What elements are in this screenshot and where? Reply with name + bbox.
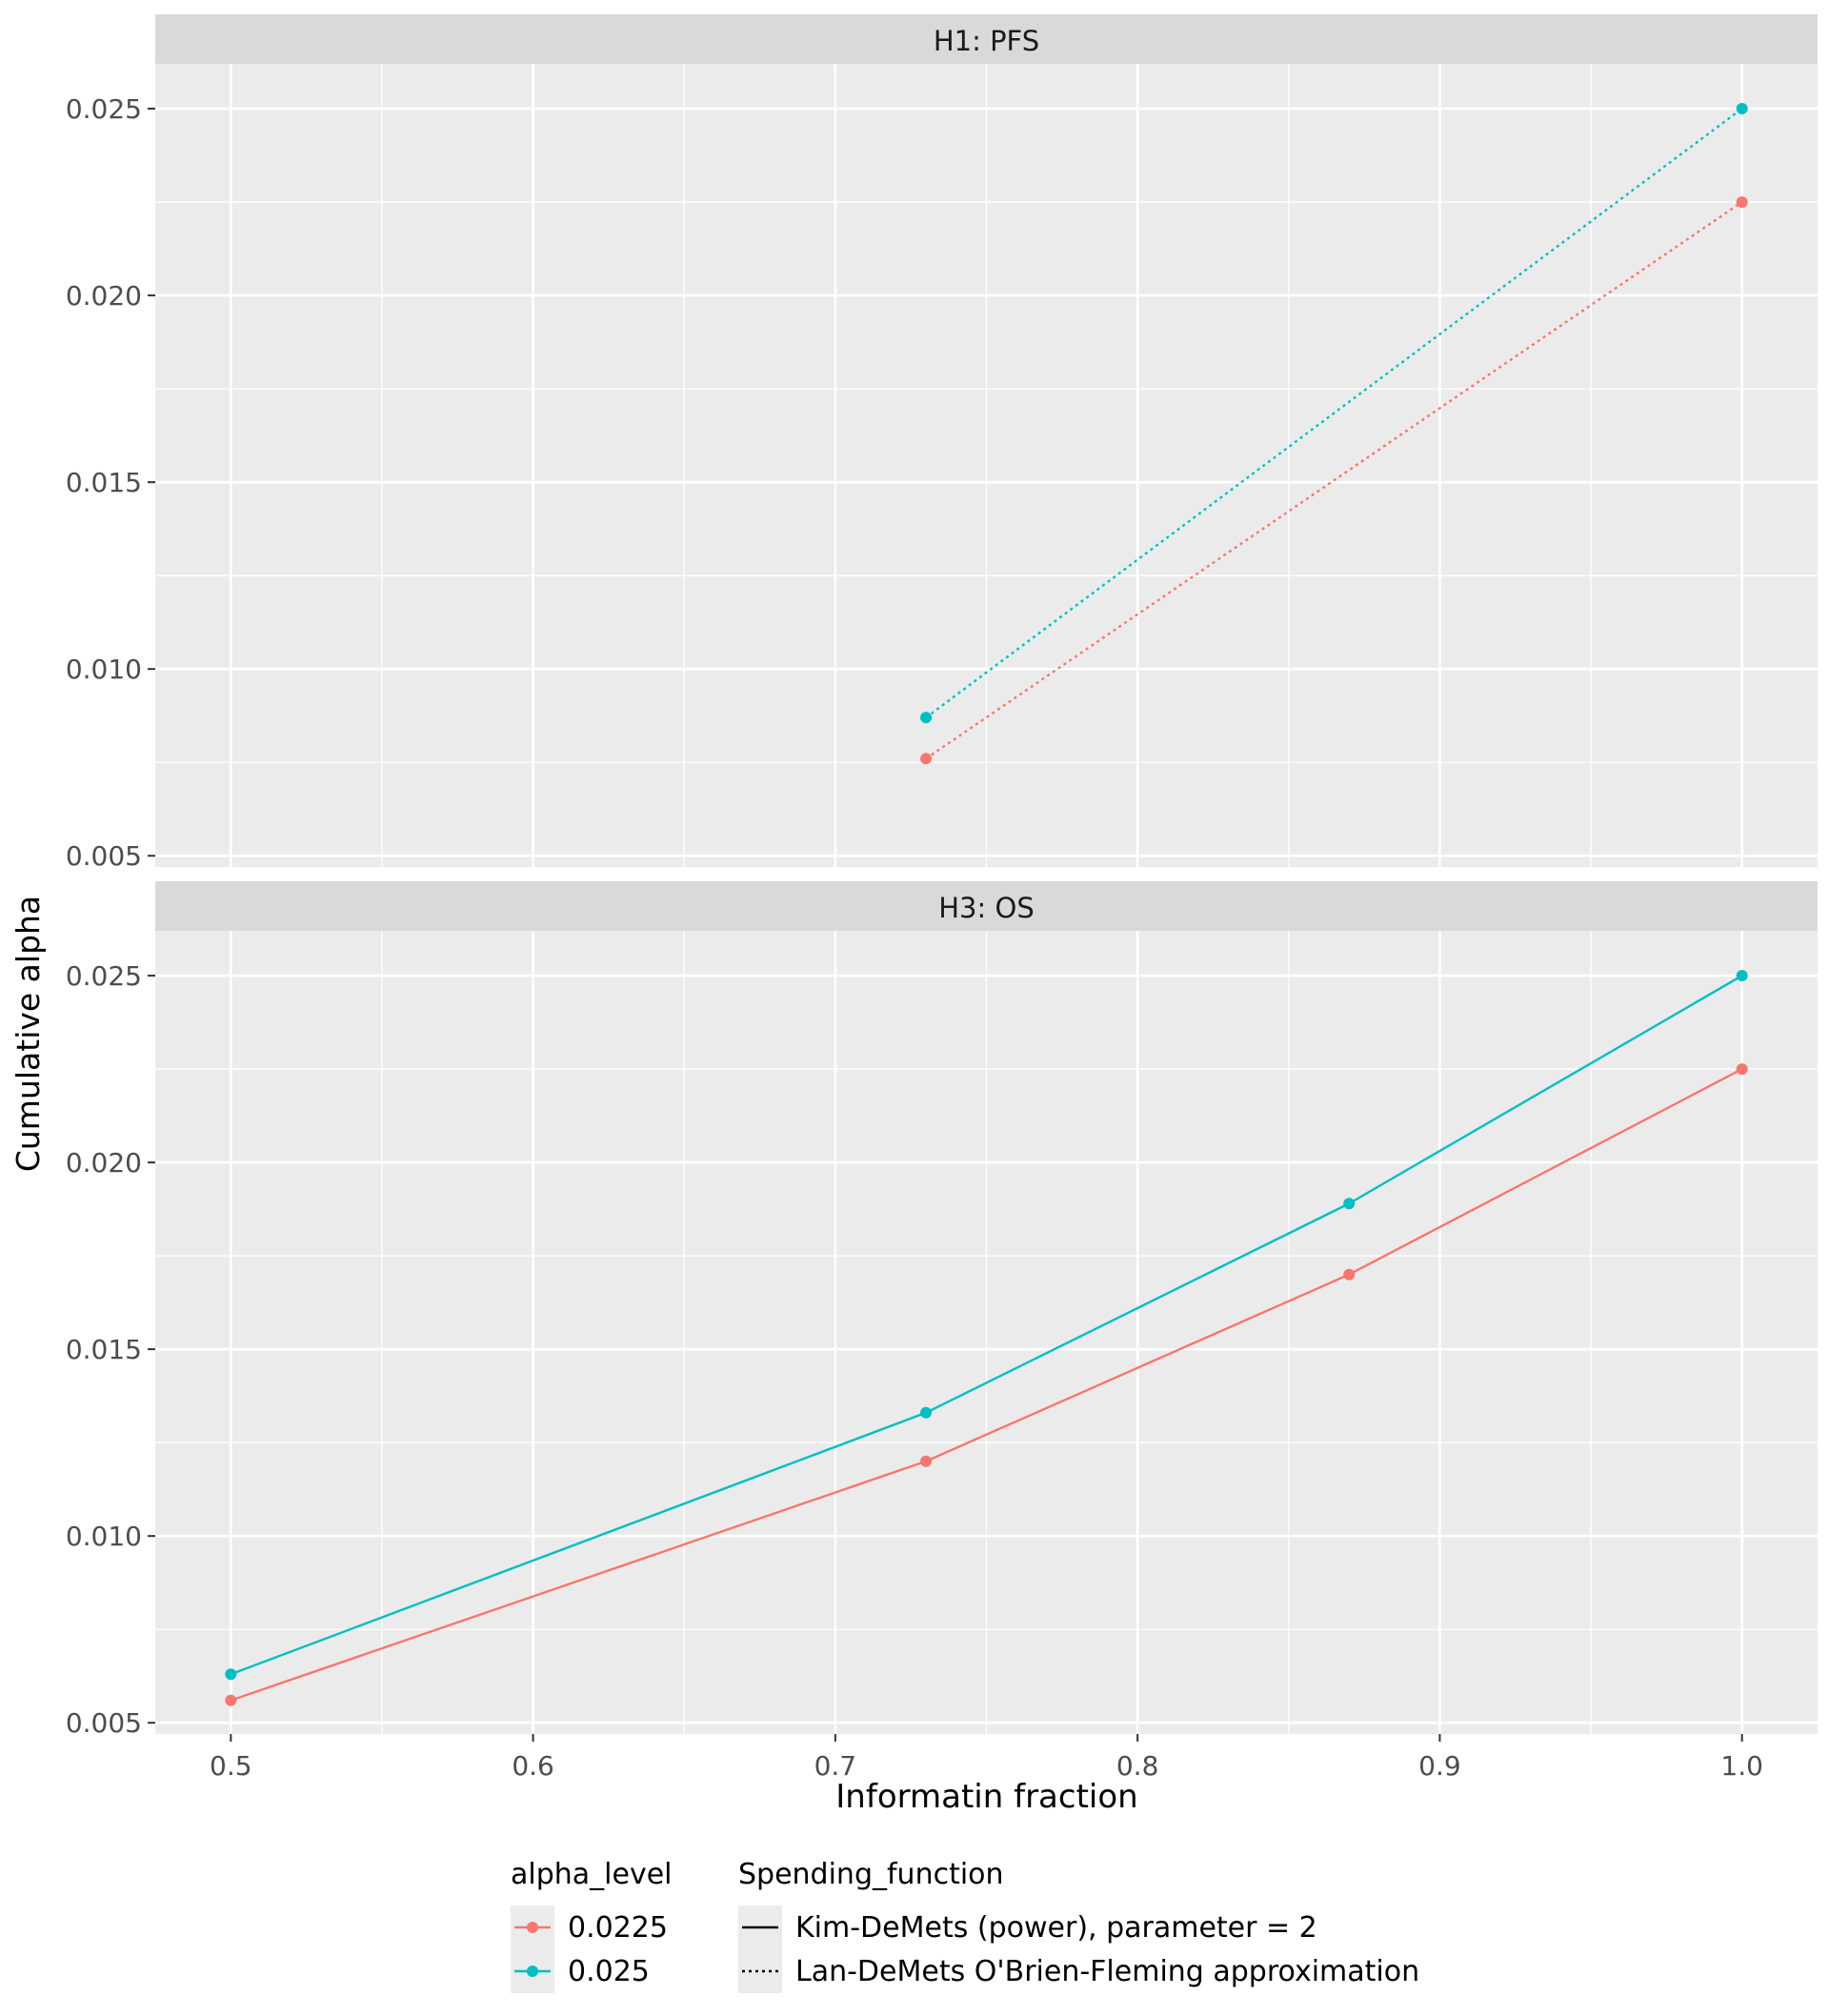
data-point — [920, 753, 933, 765]
y-axis-title: Cumulative alpha — [10, 896, 47, 1172]
data-point — [920, 712, 933, 724]
data-point — [1736, 1063, 1748, 1076]
data-point — [1736, 970, 1748, 982]
legend-title-alpha-level: alpha_level — [511, 1858, 673, 1891]
data-point — [1736, 103, 1748, 115]
series-line — [230, 975, 1743, 1676]
x-tick-label: 0.6 — [512, 1750, 554, 1782]
x-tick-label: 1.0 — [1720, 1750, 1763, 1782]
y-tick-label: 0.025 — [66, 960, 142, 992]
legend-label: Lan-DeMets O'Brien-Fleming approximation — [795, 1955, 1419, 1988]
data-point — [1343, 1198, 1356, 1210]
y-tick-label: 0.015 — [66, 467, 142, 498]
y-tick-label: 0.005 — [66, 1707, 142, 1739]
y-tick-label: 0.010 — [66, 1521, 142, 1552]
x-tick-label: 0.9 — [1418, 1750, 1461, 1782]
x-axis-title: Informatin fraction — [835, 1778, 1137, 1816]
y-tick-label: 0.010 — [66, 654, 142, 685]
legend-label: Kim-DeMets (power), parameter = 2 — [795, 1911, 1317, 1945]
legend: alpha_level 0.0225 0.025 Spending_function K… — [511, 1858, 1419, 1993]
y-tick-label: 0.005 — [66, 840, 142, 872]
series-line — [230, 1068, 1743, 1702]
facet-strip-label: H1: PFS — [934, 25, 1039, 57]
x-tick-label: 0.8 — [1116, 1750, 1159, 1782]
x-tick-label: 0.7 — [814, 1750, 857, 1782]
series-line — [925, 108, 1743, 719]
y-tick-label: 0.020 — [66, 280, 142, 312]
data-point — [1343, 1268, 1356, 1280]
facet-panel: H3: OS 0.005 0.010 0.015 0.020 0.025 — [66, 881, 1818, 1739]
facet-panel: H1: PFS 0.005 0.010 0.015 0.020 0.025 — [66, 14, 1818, 872]
legend-key — [738, 1949, 782, 1993]
legend-label: 0.025 — [568, 1955, 650, 1988]
data-point — [225, 1694, 237, 1706]
y-tick-label: 0.015 — [66, 1334, 142, 1365]
data-point — [225, 1668, 237, 1681]
facet-strip-label: H3: OS — [938, 892, 1034, 924]
series-line — [925, 201, 1743, 760]
data-point — [920, 1406, 933, 1419]
legend-title-spending-function: Spending_function — [738, 1858, 1004, 1891]
y-tick-label: 0.025 — [66, 93, 142, 125]
x-tick-label: 0.5 — [210, 1750, 252, 1782]
data-point — [920, 1455, 933, 1467]
y-tick-label: 0.020 — [66, 1147, 142, 1179]
legend-label: 0.0225 — [568, 1911, 668, 1945]
legend-key-point — [527, 1922, 538, 1933]
facet-strip — [155, 881, 1818, 931]
x-axis: 0.5 0.6 0.7 0.8 0.9 1.0 — [210, 1734, 1763, 1782]
legend-key-point — [527, 1966, 538, 1977]
data-point — [1736, 196, 1748, 209]
facet-strip — [155, 14, 1818, 64]
facet-panels: H1: PFS 0.005 0.010 0.015 0.020 0.025 H3: OS 0.… — [66, 14, 1818, 1739]
